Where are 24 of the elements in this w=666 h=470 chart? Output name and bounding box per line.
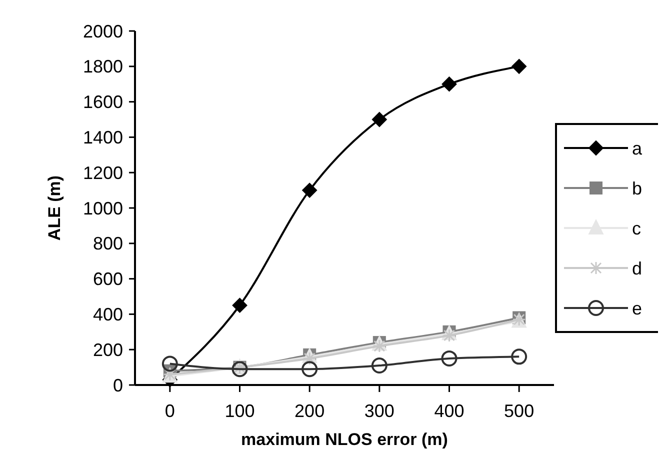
y-tick-label: 400 [92, 304, 123, 324]
x-tick-label: 0 [164, 401, 175, 421]
y-tick-label: 800 [92, 234, 123, 254]
legend-label: c [632, 218, 641, 238]
legend-label: a [632, 138, 643, 158]
y-tick-label: 0 [112, 375, 123, 396]
y-tick-label: 2000 [82, 21, 123, 42]
legend-label: e [632, 298, 642, 318]
x-axis-title: maximum NLOS error (m) [241, 430, 448, 449]
x-tick-label: 200 [294, 401, 325, 421]
y-tick-label: 1000 [82, 198, 123, 218]
x-tick-label: 500 [504, 401, 534, 421]
y-tick-label: 1200 [82, 162, 123, 183]
y-tick-label: 600 [92, 269, 123, 290]
x-tick-label: 400 [434, 401, 464, 421]
y-tick-label: 200 [92, 340, 123, 360]
legend-label: d [632, 258, 642, 278]
y-tick-label: 1600 [82, 92, 123, 112]
legend-label: b [632, 178, 642, 198]
y-tick-label: 1400 [82, 128, 123, 148]
x-tick-label: 100 [224, 401, 255, 421]
x-tick-label: 300 [364, 401, 394, 421]
y-axis-title: ALE (m) [45, 175, 64, 241]
y-tick-label: 1800 [82, 56, 123, 77]
